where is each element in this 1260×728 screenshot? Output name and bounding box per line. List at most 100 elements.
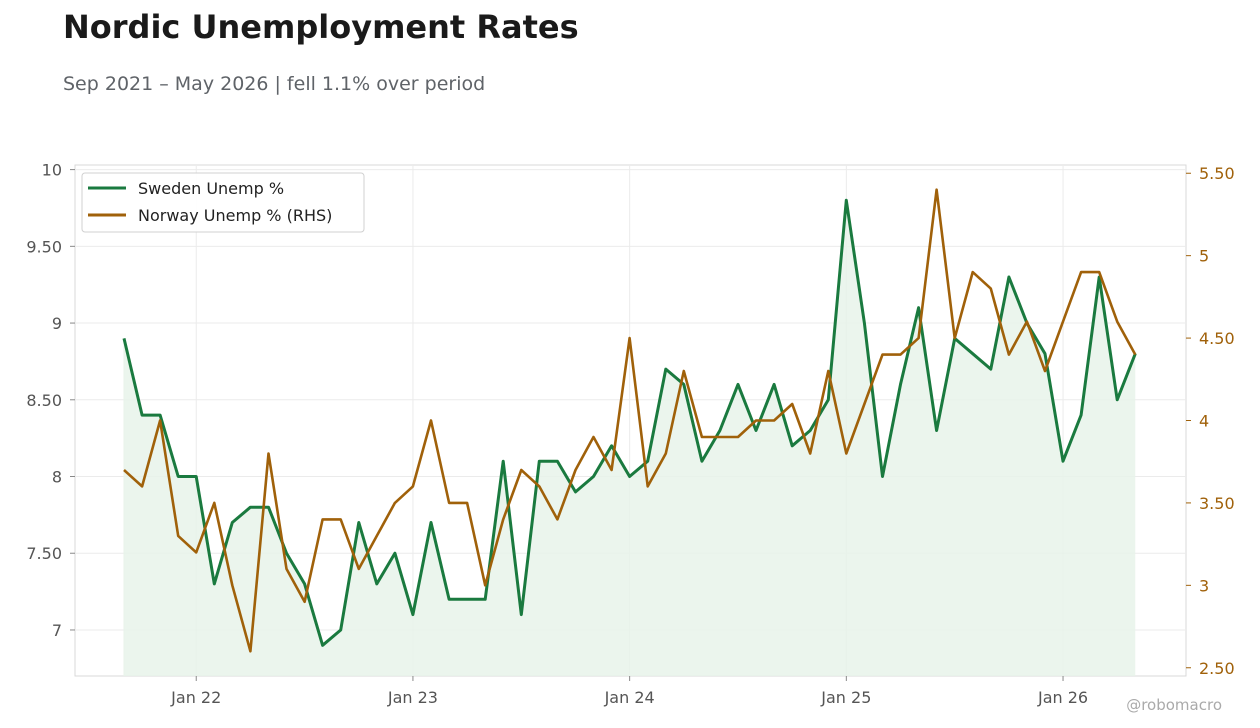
data-point: [719, 436, 721, 438]
data-point: [881, 353, 883, 355]
data-point: [231, 584, 233, 586]
data-point: [376, 535, 378, 537]
data-point: [123, 337, 125, 339]
legend: Sweden Unemp % Norway Unemp % (RHS): [81, 172, 365, 233]
x-tick-label: Jan 25: [820, 688, 871, 707]
left-y-tick-label: 7: [52, 621, 62, 640]
data-point: [412, 485, 414, 487]
data-point: [538, 485, 540, 487]
data-point: [665, 452, 667, 454]
data-point: [935, 189, 937, 191]
data-point: [538, 460, 540, 462]
data-point: [683, 370, 685, 372]
data-point: [430, 521, 432, 523]
data-point: [502, 518, 504, 520]
chart-title: Nordic Unemployment Rates: [63, 8, 579, 46]
data-point: [917, 337, 919, 339]
data-point: [881, 475, 883, 477]
data-point: [303, 583, 305, 585]
x-tick-label: Jan 23: [387, 688, 438, 707]
data-point: [1008, 353, 1010, 355]
data-point: [556, 518, 558, 520]
data-point: [809, 429, 811, 431]
data-point: [610, 469, 612, 471]
data-point: [520, 469, 522, 471]
right-y-tick-label: 5.50: [1199, 164, 1235, 183]
x-tick-label: Jan 26: [1037, 688, 1088, 707]
data-point: [231, 521, 233, 523]
data-point: [520, 613, 522, 615]
data-point: [1044, 370, 1046, 372]
data-point: [647, 485, 649, 487]
data-point: [845, 452, 847, 454]
data-point: [701, 436, 703, 438]
right-y-tick-label: 4.50: [1199, 329, 1235, 348]
data-point: [1062, 320, 1064, 322]
data-point: [267, 452, 269, 454]
data-point: [574, 491, 576, 493]
data-point: [340, 629, 342, 631]
data-point: [412, 613, 414, 615]
left-y-tick-label: 7.50: [26, 544, 62, 563]
data-point: [845, 199, 847, 201]
data-point: [1098, 271, 1100, 273]
right-y-tick-label: 5: [1199, 247, 1209, 266]
left-y-tick-label: 8.50: [26, 391, 62, 410]
data-point: [249, 506, 251, 508]
data-point: [990, 287, 992, 289]
data-point: [1116, 320, 1118, 322]
data-point: [592, 475, 594, 477]
data-point: [1044, 353, 1046, 355]
data-point: [159, 419, 161, 421]
data-point: [647, 460, 649, 462]
series-area-fill: [124, 200, 1136, 677]
data-point: [917, 307, 919, 309]
data-point: [737, 383, 739, 385]
data-point: [827, 370, 829, 372]
right-y-tick-label: 4: [1199, 412, 1209, 431]
x-tick-label: Jan 22: [170, 688, 221, 707]
data-point: [466, 502, 468, 504]
data-point: [791, 403, 793, 405]
data-point: [484, 584, 486, 586]
watermark: @robomacro: [1126, 696, 1222, 714]
data-point: [972, 271, 974, 273]
data-point: [358, 568, 360, 570]
data-point: [195, 475, 197, 477]
data-point: [737, 436, 739, 438]
data-point: [1008, 276, 1010, 278]
data-point: [1062, 460, 1064, 462]
data-point: [213, 583, 215, 585]
data-point: [177, 535, 179, 537]
data-point: [610, 445, 612, 447]
data-point: [249, 650, 251, 652]
left-y-tick-label: 10: [42, 161, 62, 180]
data-point: [719, 429, 721, 431]
data-point: [935, 429, 937, 431]
left-y-tick-label: 8: [52, 468, 62, 487]
data-point: [303, 601, 305, 603]
data-point: [628, 337, 630, 339]
data-point: [701, 460, 703, 462]
data-point: [574, 469, 576, 471]
left-y-tick-label: 9: [52, 314, 62, 333]
series-line-sweden: [122, 198, 1137, 647]
data-point: [285, 552, 287, 554]
data-point: [899, 353, 901, 355]
data-point: [321, 644, 323, 646]
data-point: [159, 414, 161, 416]
data-point: [141, 414, 143, 416]
right-y-tick-label: 3.50: [1199, 494, 1235, 513]
data-point: [502, 460, 504, 462]
data-point: [466, 598, 468, 600]
right-y-tick-label: 2.50: [1199, 659, 1235, 678]
x-tick-label: Jan 24: [604, 688, 655, 707]
legend-box: [81, 172, 365, 233]
data-point: [755, 419, 757, 421]
data-point: [809, 452, 811, 454]
data-point: [773, 419, 775, 421]
data-point: [863, 403, 865, 405]
data-point: [1134, 353, 1136, 355]
data-point: [954, 337, 956, 339]
